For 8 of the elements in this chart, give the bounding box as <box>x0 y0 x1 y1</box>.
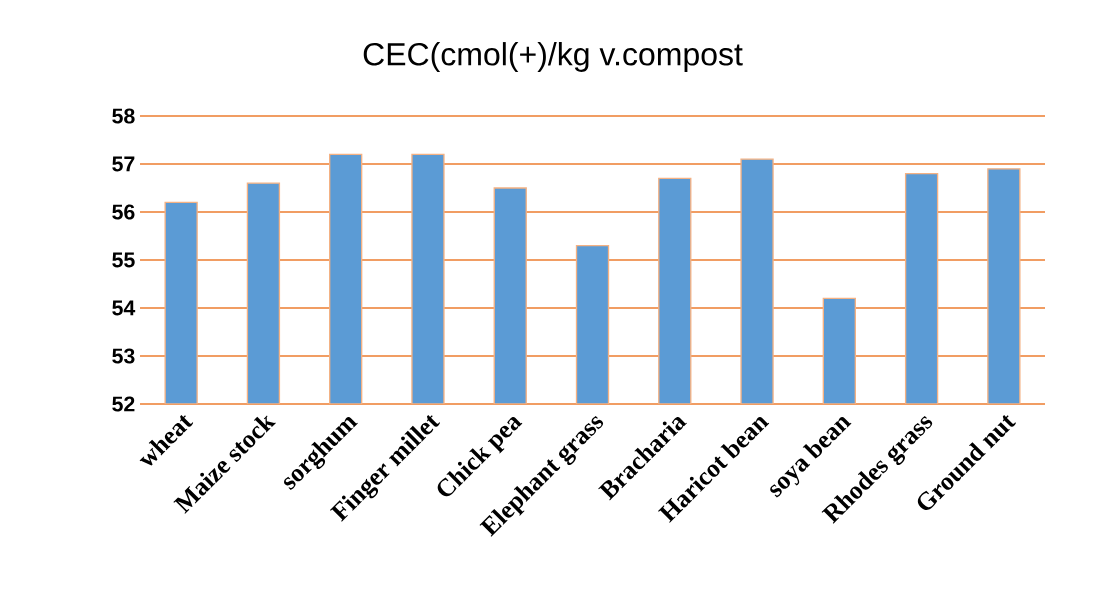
y-tick-label: 58 <box>112 108 135 124</box>
y-tick-label: 52 <box>112 396 135 412</box>
chart-title: CEC(cmol(+)/kg v.compost <box>363 42 743 72</box>
y-tick-label: 56 <box>112 204 135 220</box>
y-tick-label: 54 <box>112 300 136 316</box>
y-tick-label: 53 <box>112 348 135 364</box>
y-tick-label: 55 <box>112 252 135 268</box>
y-tick-label: 57 <box>112 156 135 172</box>
